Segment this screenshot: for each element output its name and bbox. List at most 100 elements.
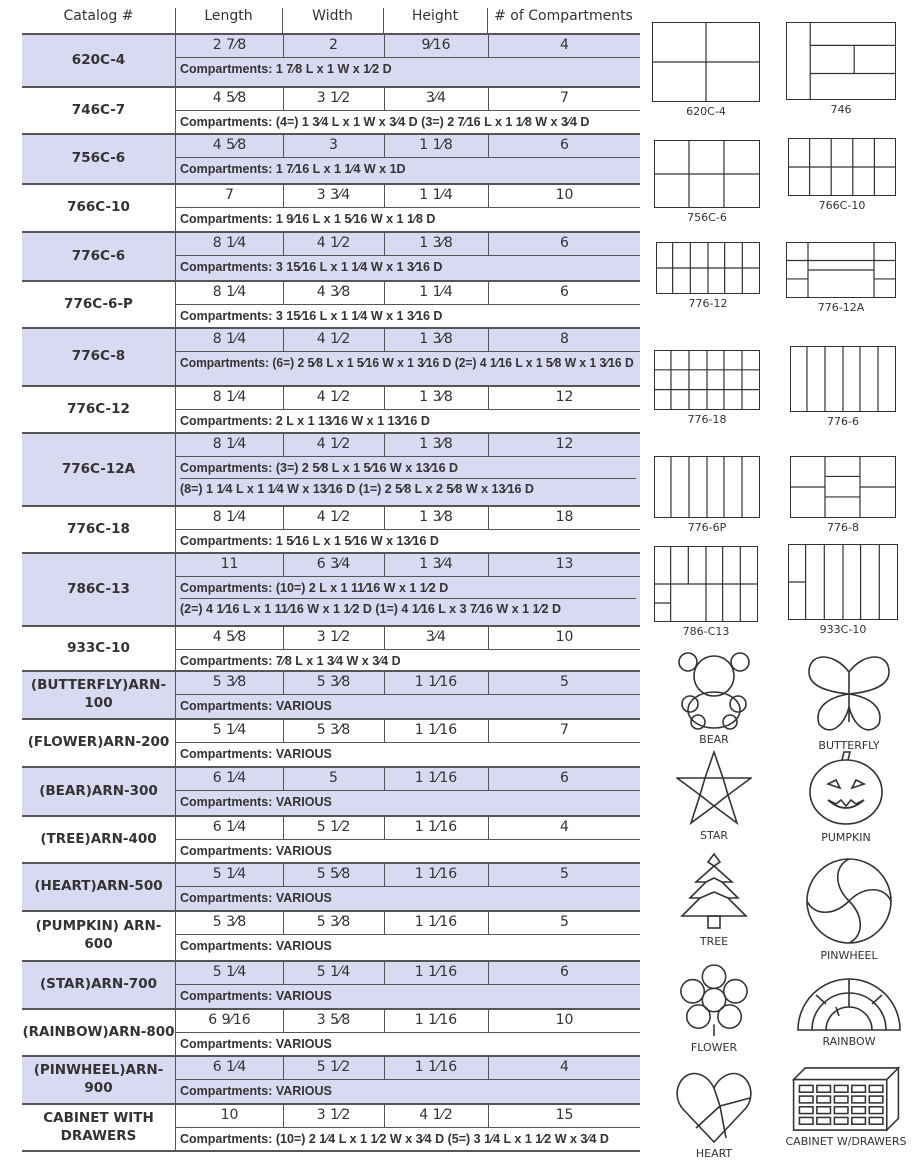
table-row: (PUMPKIN) ARN-600 5 3⁄8 5 3⁄8 1 1⁄16 5 Compar… (22, 910, 640, 960)
height-value: 1 3⁄8 (419, 331, 453, 347)
height-value: 1 1⁄16 (414, 1012, 458, 1028)
height-value: 1 1⁄16 (414, 1059, 458, 1075)
width-value: 3 1⁄2 (316, 629, 351, 645)
catalog-number: (BEAR)ARN-300 (39, 782, 158, 799)
divider (283, 387, 284, 409)
compartments-line: Compartments: VARIOUS (180, 936, 636, 956)
compartments-line: Compartments: VARIOUS (180, 1081, 636, 1101)
cabinet-w-drawers-tray-diagram (791, 1066, 901, 1132)
divider (384, 1057, 385, 1079)
figure-label: STAR (699, 829, 728, 842)
divider (283, 135, 284, 157)
compartments-text: Compartments: VARIOUS (180, 891, 332, 905)
figure-label: PUMPKIN (821, 831, 871, 844)
compartments-info: Compartments: 3 15⁄16 L x 1 1⁄4 W x 1 3⁄… (175, 256, 640, 280)
divider (384, 627, 385, 649)
divider (283, 233, 284, 255)
compartments-info: Compartments: VARIOUS (175, 791, 640, 815)
compartments-line: Compartments: VARIOUS (180, 888, 636, 908)
dimensions-row: 5 1⁄4 5 3⁄8 1 1⁄16 7 (175, 720, 640, 743)
dimensions-row: 7 3 3⁄4 1 1⁄4 10 (175, 185, 640, 208)
catalog-number: 776C-8 (71, 348, 126, 365)
divider (488, 912, 489, 934)
figure-label: 776-18 (687, 413, 727, 426)
header-catalog: Catalog # (63, 8, 134, 24)
table-row: CABINET WITH DRAWERS 10 3 1⁄2 4 1⁄2 15 Compar… (22, 1103, 640, 1150)
catalog-number: 786C-13 (67, 580, 130, 597)
table-row: (HEART)ARN-500 5 1⁄4 5 5⁄8 1 1⁄16 5 Compartme… (22, 862, 640, 910)
compartments-line: Compartments: VARIOUS (180, 744, 636, 764)
dimensions-row: 8 1⁄4 4 1⁄2 1 3⁄8 18 (175, 507, 640, 530)
catalog-number: 746C-7 (71, 101, 126, 118)
divider (488, 387, 489, 409)
divider (384, 387, 385, 409)
compartments-info: Compartments: VARIOUS (175, 743, 640, 766)
height-value: 1 1⁄16 (414, 722, 458, 738)
table-row: (FLOWER)ARN-200 5 1⁄4 5 3⁄8 1 1⁄16 7 Compartm… (22, 718, 640, 766)
compartments-info: Compartments: 1 5⁄16 L x 1 5⁄16 W x 13⁄1… (175, 530, 640, 552)
rainbow-tray-diagram (797, 978, 901, 1031)
compartments-text: Compartments: 1 5⁄16 L x 1 5⁄16 W x 13⁄1… (180, 534, 439, 548)
compartments-text: Compartments: (10=) 2 1⁄4 L x 1 1⁄2 W x … (180, 1132, 609, 1146)
divider (384, 185, 385, 207)
table-row: 766C-10 7 3 3⁄4 1 1⁄4 10 Compartments: 1 9⁄16… (22, 183, 640, 231)
compartments-info: Compartments: VARIOUS (175, 840, 640, 862)
header-width: Width (312, 8, 353, 24)
divider (488, 962, 489, 984)
tree-tray-diagram (680, 852, 748, 929)
divider (283, 1105, 284, 1127)
dimensions-row: 8 1⁄4 4 3⁄8 1 1⁄4 6 (175, 282, 640, 305)
figure-label: 933C-10 (819, 623, 867, 636)
figure-label: PINWHEEL (820, 949, 878, 962)
catalog-number: (FLOWER)ARN-200 (27, 734, 170, 751)
height-value: 1 3⁄8 (419, 509, 453, 525)
figure-label: RAINBOW (822, 1035, 876, 1048)
divider (384, 672, 385, 694)
620c-4-tray-diagram (652, 22, 760, 102)
compartments-info: Compartments: VARIOUS (175, 985, 640, 1008)
length-value: 5 1⁄4 (212, 866, 247, 882)
divider (384, 507, 385, 529)
star-tray-diagram (676, 750, 752, 826)
count-value: 5 (560, 914, 569, 930)
compartments-line: Compartments: VARIOUS (180, 1034, 636, 1054)
divider (488, 864, 489, 886)
catalog-number: 620C-4 (71, 51, 126, 68)
776-12-tray-diagram (656, 242, 760, 294)
compartments-info: Compartments: (3=) 2 5⁄8 L x 1 5⁄16 W x … (175, 457, 640, 505)
bear-tray-diagram (678, 652, 750, 730)
compartments-line: Compartments: 3 15⁄16 L x 1 1⁄4 W x 1 3⁄… (180, 306, 636, 326)
compartments-info: Compartments: 1 7⁄8 L x 1 W x 1⁄2 D (175, 58, 640, 86)
dimensions-row: 10 3 1⁄2 4 1⁄2 15 (175, 1105, 640, 1128)
compartments-text: Compartments: 2 L x 1 13⁄16 W x 1 13⁄16 … (180, 414, 430, 428)
divider (384, 720, 385, 742)
divider (488, 185, 489, 207)
compartments-info: Compartments: 2 L x 1 13⁄16 W x 1 13⁄16 … (175, 410, 640, 432)
count-value: 4 (560, 819, 569, 835)
divider (283, 864, 284, 886)
divider (384, 912, 385, 934)
length-value: 10 (220, 1107, 239, 1123)
compartments-text: Compartments: VARIOUS (180, 1037, 332, 1051)
figure-label: 776-6 (827, 415, 859, 428)
catalog-number: (RAINBOW)ARN-800 (22, 1023, 175, 1040)
compartments-text: Compartments: VARIOUS (180, 795, 332, 809)
figure-label: BEAR (699, 733, 729, 746)
divider (384, 554, 385, 576)
compartments-info: Compartments: (10=) 2 1⁄4 L x 1 1⁄2 W x … (175, 1128, 640, 1150)
length-value: 7 (225, 187, 234, 203)
width-value: 4 3⁄8 (316, 284, 351, 300)
width-value: 3 5⁄8 (316, 1012, 351, 1028)
compartments-text: Compartments: VARIOUS (180, 989, 332, 1003)
786-c13-tray-diagram (654, 546, 758, 622)
heart-tray-diagram (676, 1072, 752, 1144)
compartments-info: Compartments: VARIOUS (175, 935, 640, 960)
compartments-text: Compartments: (3=) 2 5⁄8 L x 1 5⁄16 W x … (180, 461, 459, 475)
divider (283, 768, 284, 790)
count-value: 7 (560, 722, 569, 738)
compartments-line: Compartments: 1 7⁄16 L x 1 1⁄4 W x 1D (180, 159, 636, 179)
divider (488, 768, 489, 790)
divider (488, 88, 489, 110)
dimensions-row: 6 9⁄16 3 5⁄8 1 1⁄16 10 (175, 1010, 640, 1033)
count-value: 8 (560, 331, 569, 347)
